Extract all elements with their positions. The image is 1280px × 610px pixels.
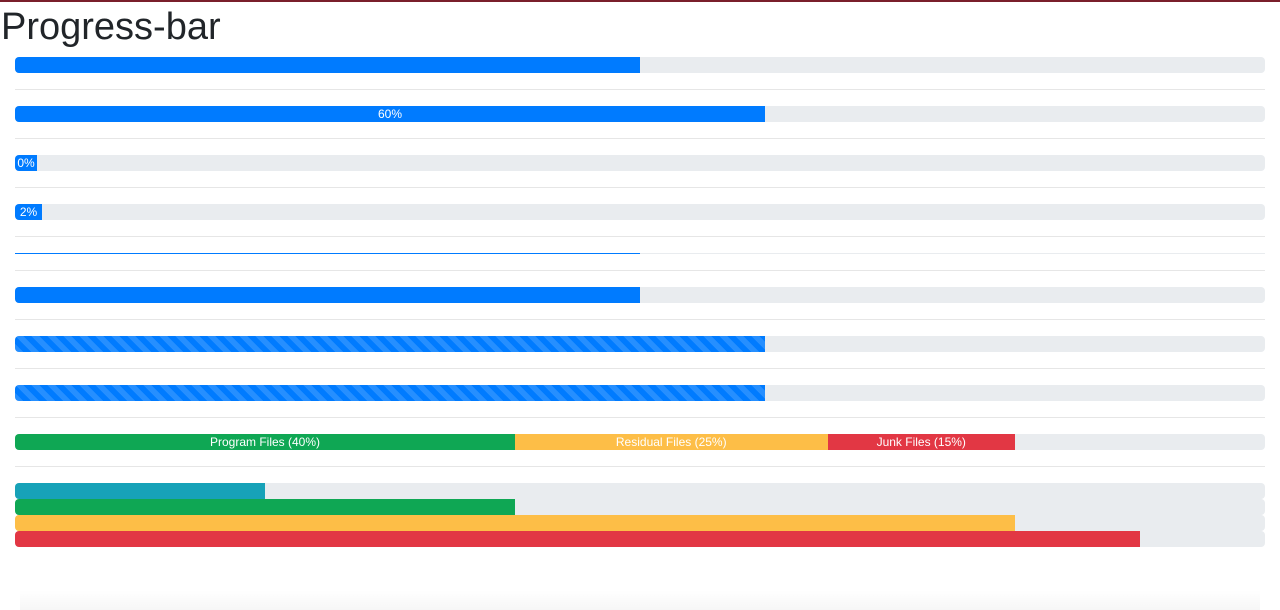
divider xyxy=(15,138,1265,139)
segment-label: Program Files (40%) xyxy=(209,435,321,449)
progress-bar-stacked: Program Files (40%) Residual Files (25%)… xyxy=(15,434,1265,450)
window-top-border xyxy=(0,0,1280,2)
progress-label: 0% xyxy=(17,156,35,170)
divider xyxy=(15,319,1265,320)
divider xyxy=(15,236,1265,237)
segment-label: Residual Files (25%) xyxy=(615,435,727,449)
divider xyxy=(15,417,1265,418)
progress-bar-striped xyxy=(15,336,1265,352)
progress-fill xyxy=(15,287,640,303)
progress-fill: 0% xyxy=(15,155,37,171)
progress-demo-container: 60% 0% 2% Program Files (40%) xyxy=(15,57,1265,547)
progress-fill: 60% xyxy=(15,106,765,122)
divider xyxy=(15,270,1265,271)
progress-bar-thin xyxy=(15,253,1265,254)
divider xyxy=(15,187,1265,188)
progress-fill xyxy=(15,57,640,73)
segment-program-files: Program Files (40%) xyxy=(15,434,515,450)
progress-fill-danger xyxy=(15,531,1140,547)
progress-fill: 2% xyxy=(15,204,42,220)
progress-bar-success xyxy=(15,499,1265,515)
progress-bar-default xyxy=(15,287,1265,303)
progress-fill xyxy=(15,336,765,352)
progress-bar-danger xyxy=(15,531,1265,547)
progress-fill-info xyxy=(15,483,265,499)
progress-fill xyxy=(15,253,640,254)
progress-label: 2% xyxy=(19,205,38,219)
divider xyxy=(15,368,1265,369)
progress-bar-info xyxy=(15,483,1265,499)
page-bottom-shadow xyxy=(20,590,1260,610)
progress-fill-success xyxy=(15,499,515,515)
segment-junk-files: Junk Files (15%) xyxy=(827,434,1015,450)
segment-residual-files: Residual Files (25%) xyxy=(515,434,828,450)
progress-bar-zero: 0% xyxy=(15,155,1265,171)
page-title: Progress-bar xyxy=(1,6,221,48)
progress-bar-striped-animated xyxy=(15,385,1265,401)
progress-bar-warning xyxy=(15,515,1265,531)
divider xyxy=(15,89,1265,90)
progress-bar-basic xyxy=(15,57,1265,73)
progress-fill xyxy=(15,385,765,401)
segment-label: Junk Files (15%) xyxy=(876,435,966,449)
progress-bar-labeled: 60% xyxy=(15,106,1265,122)
progress-label: 60% xyxy=(377,107,403,121)
progress-fill-warning xyxy=(15,515,1015,531)
divider xyxy=(15,466,1265,467)
progress-bar-min: 2% xyxy=(15,204,1265,220)
